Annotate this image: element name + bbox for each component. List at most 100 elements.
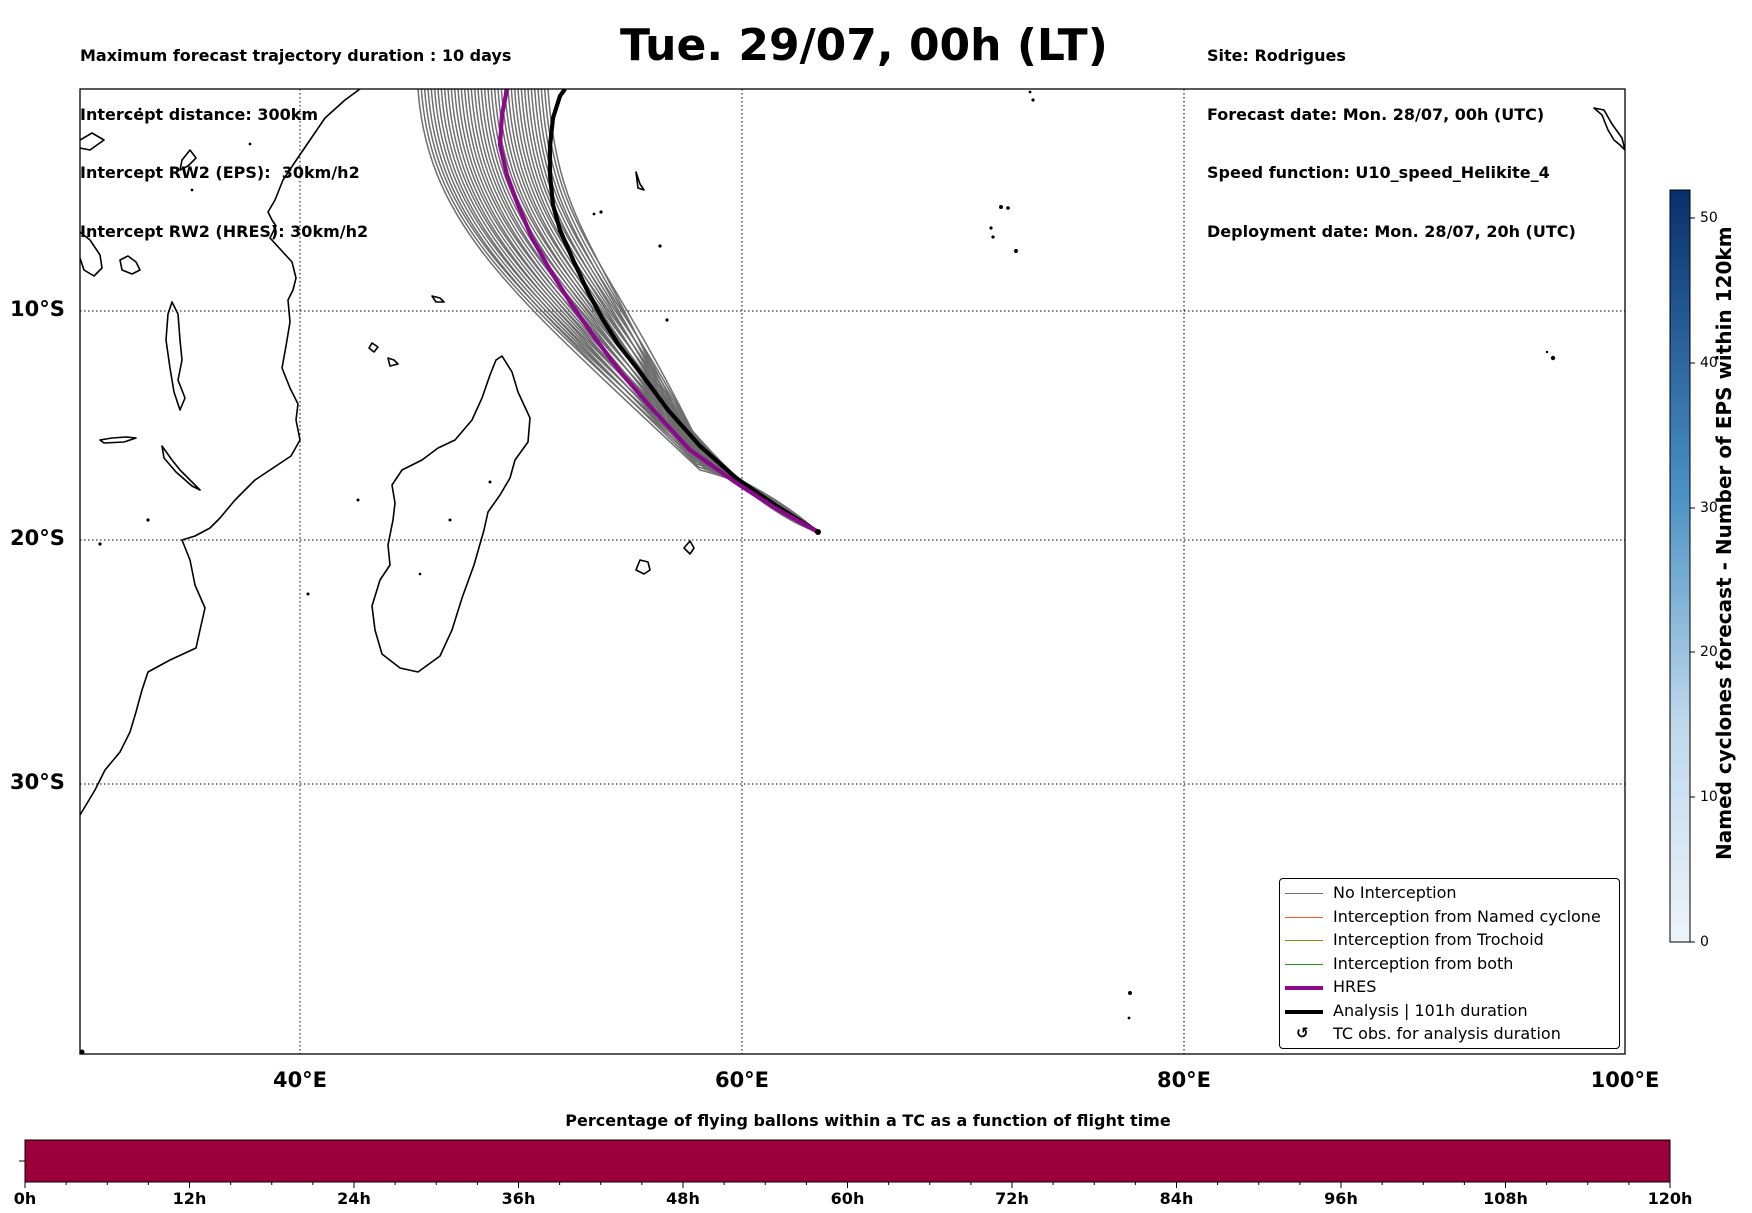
hres-track [497,89,820,534]
colorbar-tick-label: 10 [1700,789,1718,805]
tc-symbol-icon: ↺ [1296,1024,1309,1042]
island-dot [1028,90,1032,94]
legend-swatch [1285,916,1323,918]
legend-swatch [1285,893,1323,894]
colorbar-tick-label: 50 [1700,210,1718,226]
island-coastline [99,436,137,444]
island-dot [658,244,662,248]
legend-item: Interception from Trochoid [1280,929,1619,951]
eps-trajectories [417,89,819,533]
eps-track [547,89,819,533]
island-coastline [165,301,186,411]
gridlines [80,89,1625,1054]
island-dot [1127,1016,1131,1020]
small-islands [79,90,1556,1055]
lat-label: 10°S [10,297,65,321]
map-legend: No Interception Interception from Named … [1279,878,1620,1049]
legend-item: Analysis | 101h duration [1280,1000,1619,1022]
island-coastline [161,445,201,491]
eps-track [450,89,819,533]
colorbar-tick-label: 20 [1700,644,1718,660]
legend-label: TC obs. for analysis duration [1333,1024,1561,1043]
flight-time-tick-label: 84h [1159,1189,1194,1208]
colorbar-ticks [1690,217,1695,943]
lon-label: 60°E [714,1068,770,1092]
colorbar-tick-label: 40 [1700,355,1718,371]
header-left: Maximum forecast trajectory duration : 1… [80,7,511,261]
island-dot [991,235,995,239]
lon-label: 80°E [1156,1068,1212,1092]
island-dot [190,188,194,192]
launch-point [815,529,821,535]
island-dot [599,210,603,214]
island-coastline [119,255,141,275]
island-coastline [431,295,445,303]
island-dot [1128,991,1132,995]
colorbar [1669,189,1691,943]
header-right: Site: Rodrigues Forecast date: Mon. 28/0… [1207,7,1576,261]
eps-track [473,89,819,533]
map-frame [79,88,1626,1055]
flight-time-tick-label: 96h [1324,1189,1358,1208]
legend-swatch [1285,940,1323,941]
lon-label: 100°E [1590,1068,1660,1092]
island-dot [592,212,596,216]
island-dot [989,226,993,230]
island-dot [306,592,310,596]
island-dot [126,115,130,119]
flight-time-tick-label: 60h [830,1189,865,1208]
madagascar-coastline [371,355,531,673]
legend-swatch [1285,1009,1323,1014]
flight-time-tick-label: 108h [1483,1189,1528,1208]
legend-item: No Interception [1280,882,1619,904]
arabian-coastline [80,132,105,151]
lat-label: 30°S [10,770,65,794]
flight-time-tick-label: 72h [995,1189,1029,1208]
island-coastline [1593,107,1625,151]
legend-label: HRES [1333,977,1377,996]
island-coastline [635,559,651,575]
colorbar-tick-label: 0 [1700,934,1709,950]
flight-time-tick-label: 36h [501,1189,536,1208]
legend-swatch [1285,986,1323,990]
coastlines [80,89,1625,816]
somali-coast-fragment [80,231,103,277]
island-dot [1545,350,1549,354]
header-left-line: Maximum forecast trajectory duration : 1… [80,46,512,65]
legend-item: ↺ TC obs. for analysis duration [1280,1023,1619,1045]
africa-coastline [80,89,361,816]
legend-swatch [1285,963,1323,965]
legend-label: Interception from Named cyclone [1333,906,1601,926]
legend-item: HRES [1280,976,1619,998]
island-coastline [387,357,399,367]
header-right-line: Speed function: U10_speed_Helikite_4 [1207,163,1550,182]
island-dot [98,542,102,546]
island-dot [488,480,492,484]
colorbar-title: Named cyclones forecast - Number of EPS … [1712,226,1736,860]
header-left-line: Intercept distance: 300km [80,104,319,124]
flight-time-bar-title: Percentage of flying ballons within a TC… [565,1111,1171,1130]
colorbar-tick-label: 30 [1700,500,1718,516]
island-dot [248,142,252,146]
island-coastline [368,342,379,353]
island-dot [999,205,1003,209]
island-dot [1550,355,1556,361]
island-dot [138,107,142,111]
island-dot [79,1049,85,1055]
island-dot [1031,98,1035,102]
island-dot [665,318,669,322]
analysis-track [547,89,820,534]
island-dot [1006,206,1010,210]
island-dot [1014,249,1018,253]
island-coastline [683,540,695,555]
flight-time-tick-label: 48h [666,1189,700,1208]
legend-label: No Interception [1333,883,1457,902]
island-dot [356,498,360,502]
island-dot [448,518,452,522]
legend-label: Interception from both [1333,953,1514,973]
page-title: Tue. 29/07, 00h (LT) [620,20,1108,71]
flight-time-tick-label: 12h [172,1189,207,1208]
flight-time-tick-label: 0h [13,1189,37,1208]
header-right-line: Site: Rodrigues [1207,46,1346,65]
